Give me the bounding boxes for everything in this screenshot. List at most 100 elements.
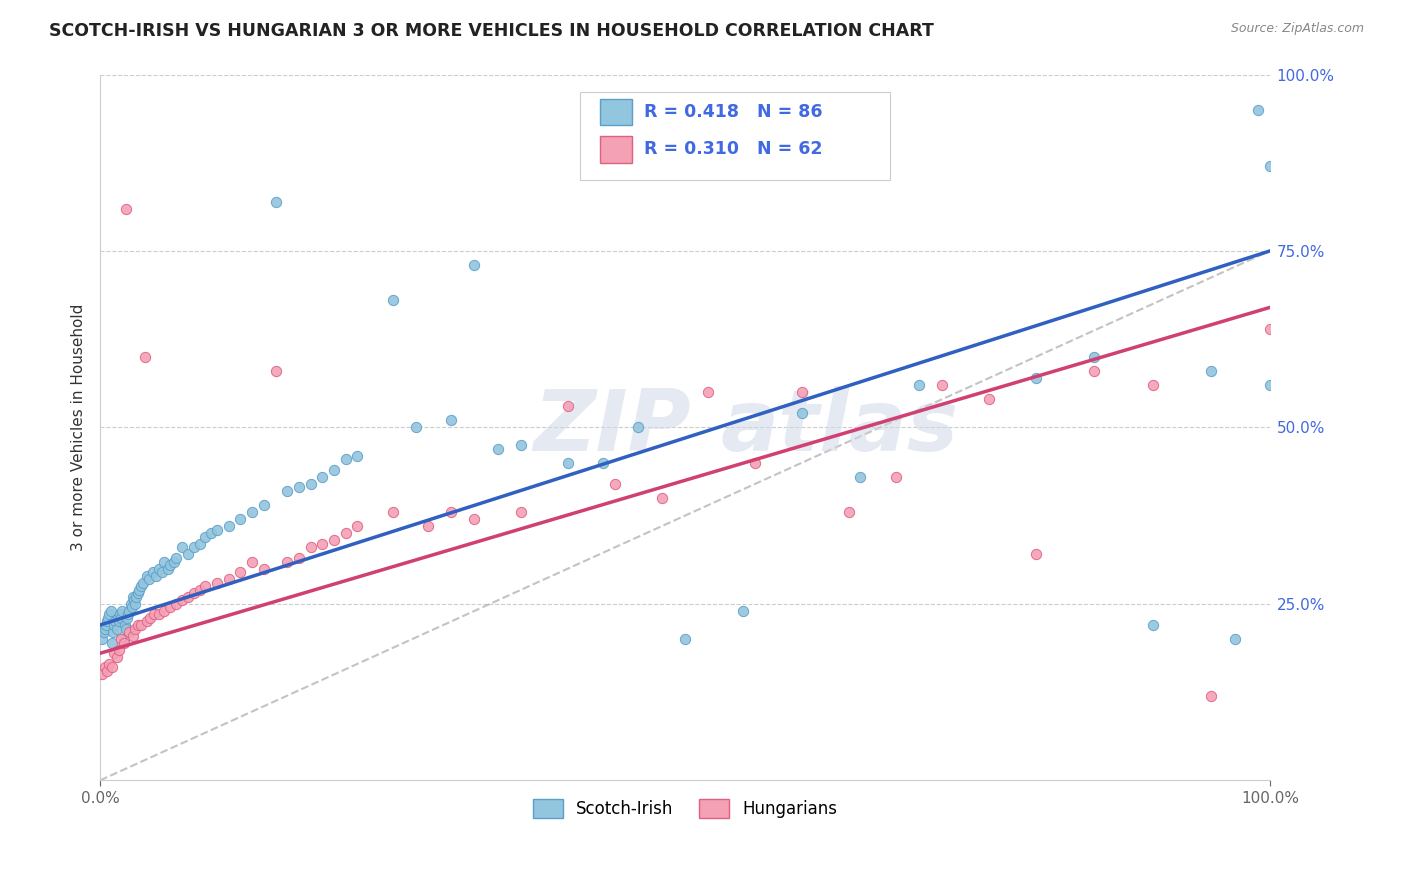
Point — [93, 625, 115, 640]
Point — [104, 615, 127, 629]
Point — [145, 568, 167, 582]
Point — [323, 533, 346, 548]
Point — [335, 526, 357, 541]
Point — [1201, 689, 1223, 703]
Text: atlas: atlas — [720, 386, 957, 469]
Point — [849, 470, 872, 484]
Point — [122, 590, 145, 604]
Point — [381, 293, 404, 308]
Point — [165, 551, 187, 566]
Point — [1258, 321, 1281, 335]
Point — [114, 618, 136, 632]
Point — [1201, 364, 1223, 378]
Point — [288, 480, 311, 494]
Point — [150, 565, 173, 579]
Point — [1025, 548, 1047, 562]
Point — [110, 611, 132, 625]
Point — [132, 575, 155, 590]
Point — [122, 629, 145, 643]
FancyBboxPatch shape — [579, 92, 890, 180]
Point — [138, 572, 160, 586]
Point — [557, 399, 579, 413]
Point — [107, 611, 129, 625]
Point — [101, 625, 124, 640]
FancyBboxPatch shape — [599, 136, 633, 162]
Point — [1258, 378, 1281, 392]
Point — [94, 660, 117, 674]
Point — [240, 554, 263, 568]
Point — [1142, 618, 1164, 632]
Point — [108, 615, 131, 629]
Point — [240, 505, 263, 519]
Point — [103, 618, 125, 632]
Point — [111, 604, 134, 618]
Point — [128, 582, 150, 597]
Point — [94, 618, 117, 632]
Point — [91, 667, 114, 681]
Point — [1142, 378, 1164, 392]
Point — [931, 378, 953, 392]
Point — [276, 483, 298, 498]
Point — [1223, 632, 1246, 647]
Point — [115, 611, 138, 625]
Point — [135, 615, 157, 629]
Point — [510, 438, 533, 452]
Point — [276, 554, 298, 568]
Point — [165, 597, 187, 611]
Point — [96, 615, 118, 629]
Point — [100, 604, 122, 618]
Text: SCOTCH-IRISH VS HUNGARIAN 3 OR MORE VEHICLES IN HOUSEHOLD CORRELATION CHART: SCOTCH-IRISH VS HUNGARIAN 3 OR MORE VEHI… — [49, 22, 934, 40]
Point — [510, 505, 533, 519]
Point — [188, 537, 211, 551]
Point — [440, 413, 463, 427]
Point — [159, 600, 181, 615]
Point — [790, 406, 813, 420]
Point — [115, 622, 138, 636]
Point — [697, 385, 720, 400]
Point — [117, 607, 139, 622]
Point — [200, 526, 222, 541]
Point — [129, 579, 152, 593]
Point — [124, 597, 146, 611]
Point — [142, 565, 165, 579]
Point — [112, 635, 135, 649]
Point — [381, 505, 404, 519]
Point — [311, 537, 333, 551]
Point — [103, 646, 125, 660]
Point — [159, 558, 181, 572]
Point — [253, 498, 276, 512]
Point — [440, 505, 463, 519]
Point — [463, 512, 485, 526]
Point — [125, 590, 148, 604]
Point — [148, 561, 170, 575]
Point — [142, 607, 165, 622]
Point — [97, 611, 120, 625]
Point — [170, 541, 193, 555]
Point — [183, 586, 205, 600]
Point — [486, 442, 509, 456]
Point — [977, 392, 1000, 407]
Point — [592, 456, 614, 470]
Point — [218, 519, 240, 533]
Point — [1083, 350, 1105, 364]
Point — [96, 664, 118, 678]
Point — [205, 523, 228, 537]
Point — [651, 491, 673, 505]
Point — [188, 582, 211, 597]
Point — [183, 541, 205, 555]
Text: R = 0.310   N = 62: R = 0.310 N = 62 — [644, 140, 823, 159]
Point — [91, 632, 114, 647]
Point — [127, 618, 149, 632]
Point — [153, 554, 176, 568]
Text: Source: ZipAtlas.com: Source: ZipAtlas.com — [1230, 22, 1364, 36]
Point — [156, 561, 179, 575]
Point — [205, 575, 228, 590]
Point — [177, 548, 200, 562]
Point — [148, 607, 170, 622]
Point — [94, 622, 117, 636]
Point — [264, 364, 287, 378]
Point — [405, 420, 427, 434]
Point — [673, 632, 696, 647]
Point — [744, 456, 766, 470]
Point — [118, 604, 141, 618]
